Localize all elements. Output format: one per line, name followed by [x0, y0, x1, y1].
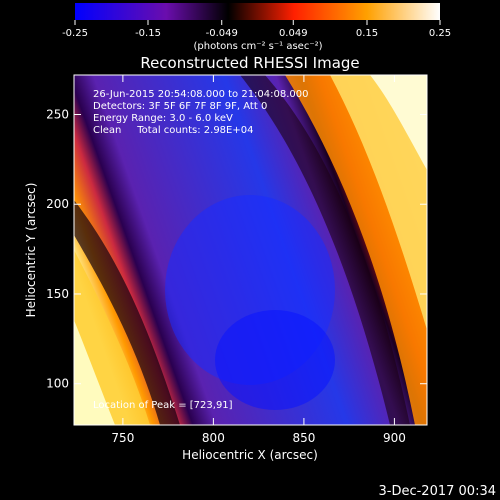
annotation-detectors: Detectors: 3F 5F 6F 7F 8F 9F, Att 0: [93, 101, 267, 112]
annotation-energy-range: Energy Range: 3.0 - 6.0 keV: [93, 113, 233, 124]
colorbar-tick-label: -0.25: [62, 28, 88, 39]
footer-date: 3-Dec-2017 00:34: [379, 484, 497, 499]
colorbar-tick-label: 0.15: [356, 28, 378, 39]
colorbar-ticks: -0.25 -0.15 -0.049 0.049 0.15 0.25: [62, 20, 451, 39]
x-axis-label: Heliocentric X (arcsec): [182, 448, 318, 462]
chart-title: Reconstructed RHESSI Image: [140, 54, 359, 72]
colorbar-units-label: (photons cm⁻² s⁻¹ asec⁻²): [193, 41, 322, 52]
y-axis-label: Heliocentric Y (arcsec): [24, 183, 38, 318]
colorbar-tick-label: -0.15: [135, 28, 161, 39]
colorbar-tick-label: -0.049: [206, 28, 238, 39]
x-tick-label: 800: [202, 431, 225, 445]
plot-frame: [73, 74, 428, 426]
y-tick-label: 200: [46, 197, 69, 211]
colorbar: [75, 3, 440, 20]
y-tick-label: 100: [46, 377, 69, 391]
heatmap-image: [74, 75, 427, 425]
y-tick-label: 250: [46, 107, 69, 121]
axis-ticks: 750 800 850 900 100 150 200 250: [46, 75, 427, 445]
colorbar-tick-label: 0.25: [429, 28, 451, 39]
x-tick-label: 750: [111, 431, 134, 445]
annotation-total-counts: Clean Total counts: 2.98E+04: [93, 125, 253, 136]
y-tick-label: 150: [46, 287, 69, 301]
x-tick-label: 850: [292, 431, 315, 445]
annotation-time-range: 26-Jun-2015 20:54:08.000 to 21:04:08.000: [93, 89, 309, 100]
x-tick-label: 900: [383, 431, 406, 445]
annotation-peak-location: Location of Peak = [723,91]: [93, 400, 233, 411]
colorbar-tick-label: 0.049: [279, 28, 308, 39]
